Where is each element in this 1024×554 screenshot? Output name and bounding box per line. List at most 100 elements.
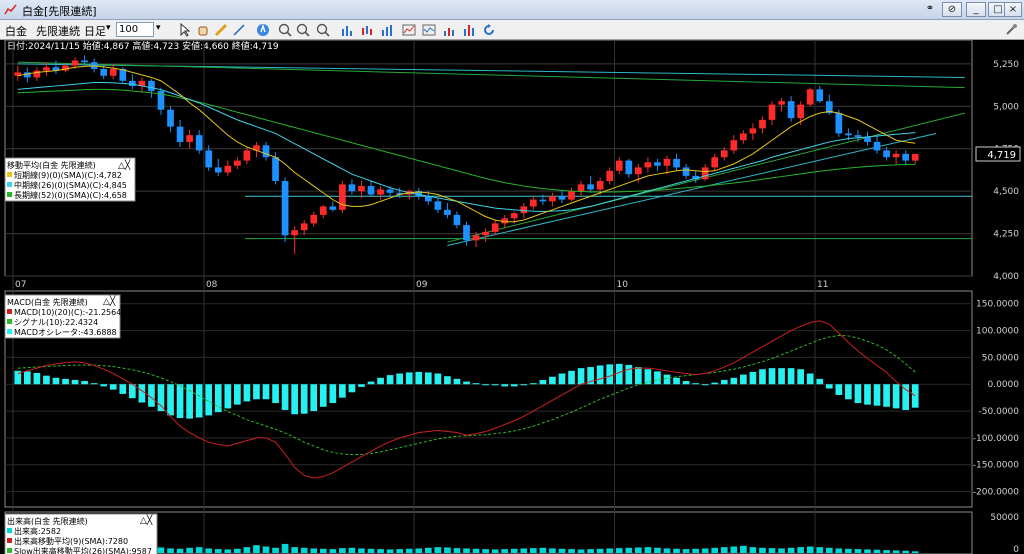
volume-axis-tick-label: 0 (1013, 545, 1019, 554)
bar-count-input[interactable] (116, 22, 154, 37)
macd-oscillator-bar (740, 374, 747, 385)
window-title: 白金[先限連続] (22, 5, 97, 18)
bar-chart-icon[interactable] (340, 23, 354, 37)
macd-oscillator-bar (864, 384, 871, 405)
date-axis-strip (0, 278, 1024, 290)
macd-oscillator-bar (377, 377, 384, 385)
macd-oscillator-bar (386, 375, 394, 385)
minimize-button[interactable]: _ (966, 2, 986, 17)
macd-oscillator-bar (510, 384, 518, 387)
candle-body (644, 162, 652, 168)
macd-oscillator-bar (348, 384, 356, 393)
draw-line-icon[interactable] (232, 23, 246, 37)
macd-oscillator-bar (186, 384, 193, 419)
macd-oscillator-bar (797, 369, 804, 385)
macd-oscillator-bar (367, 381, 375, 385)
contract-selector[interactable]: 先限連続 (36, 25, 80, 38)
macd-oscillator-bar (501, 384, 509, 387)
ma-short-line (17, 65, 916, 223)
histogram-icon[interactable] (380, 23, 394, 37)
macd-oscillator-bar (405, 372, 413, 385)
candle-body (625, 160, 633, 175)
volume-bar (797, 547, 804, 553)
macd-oscillator-bar (176, 384, 184, 419)
pointer-icon[interactable] (178, 23, 192, 37)
candle-body (272, 157, 279, 181)
macd-oscillator-bar (644, 369, 652, 385)
legend-entry: 中期線(26)(0)(SMA)(C):4,845 (14, 180, 127, 190)
volume-bar (386, 549, 394, 553)
candle-body (787, 101, 795, 119)
volume-bar (214, 549, 222, 553)
candle-body (892, 153, 900, 158)
macd-oscillator-bar (81, 381, 88, 385)
candle-body (281, 180, 289, 236)
macd-oscillator-bar (558, 373, 566, 385)
candle-body (195, 135, 203, 151)
settings-chart-icon[interactable] (422, 23, 436, 37)
compass-icon[interactable] (256, 23, 270, 37)
candle-body (558, 196, 566, 200)
toolbar-settings-icon[interactable] (1004, 23, 1018, 37)
pencil-icon[interactable] (214, 23, 228, 37)
macd-legend-buttons: △╳ (103, 295, 116, 307)
macd-oscillator-bar (214, 384, 222, 413)
refresh-icon[interactable] (482, 23, 496, 37)
pin-button[interactable]: ⊘ (942, 2, 962, 17)
volume-bar (415, 548, 423, 553)
candle-body (539, 199, 547, 202)
bar-count-spinner-icon[interactable]: ▾ (156, 23, 161, 33)
search-icon[interactable] (316, 23, 330, 37)
volume-bar (482, 549, 489, 553)
candle-body (434, 201, 442, 210)
chart-canvas[interactable]: 日付:2024/11/15 始値:4,867 高値:4,723 安値:4,660… (0, 40, 1024, 554)
macd-axis-tick-label: -200.0000 (973, 488, 1019, 498)
hand-icon[interactable] (196, 23, 210, 37)
volume-bar (558, 548, 566, 553)
period-selector[interactable]: 日足 (84, 25, 106, 38)
macd-oscillator-bar (205, 384, 213, 416)
link-icon[interactable]: ⚭ (925, 3, 935, 14)
price-legend-buttons: △╳ (118, 159, 131, 171)
volume-bar (635, 547, 642, 553)
macd-oscillator-bar (329, 384, 337, 404)
indicator-icon[interactable] (402, 23, 416, 37)
candle-body (720, 150, 728, 158)
macd-oscillator-bar (663, 374, 671, 385)
volume-bar (768, 548, 776, 553)
volume-bar (654, 547, 661, 553)
volume-bar (405, 548, 413, 553)
legend-entry: MACD(白金 先限連続) (7, 297, 88, 307)
candle-body (730, 140, 738, 151)
candle-body (367, 186, 375, 195)
macd-oscillator-bar (883, 384, 890, 407)
macd-oscillator-bar (52, 377, 60, 385)
candle-body (759, 119, 766, 129)
candle-body (797, 104, 804, 119)
candle-chart-icon[interactable] (360, 23, 374, 37)
candle-body (510, 213, 518, 219)
volume-bar (434, 547, 442, 553)
volume-bar (243, 547, 251, 553)
volume-bar (587, 549, 594, 553)
legend-swatch (7, 172, 12, 177)
candle-body (224, 165, 232, 173)
symbol-selector[interactable]: 白金 (5, 25, 27, 38)
period-dropdown-icon[interactable]: ▾ (106, 23, 111, 33)
zoom-in-icon[interactable] (278, 23, 292, 37)
candle-body (692, 175, 699, 180)
macd-oscillator-bar (615, 363, 623, 385)
macd-oscillator-bar (845, 384, 852, 400)
candle-body (33, 70, 41, 78)
legend-entry: 出来高(白金 先限連続) (7, 516, 88, 526)
candle-body (854, 135, 862, 137)
zoom-out-icon[interactable] (296, 23, 310, 37)
volume-bar (644, 547, 652, 553)
macd-oscillator-bar (62, 378, 69, 385)
close-button[interactable]: × (1004, 2, 1022, 17)
candle-body (319, 206, 327, 215)
macd-oscillator-bar (396, 373, 404, 385)
compare-chart-icon[interactable] (462, 23, 476, 37)
volume-chart-icon[interactable] (442, 23, 456, 37)
macd-oscillator-bar (148, 384, 155, 407)
